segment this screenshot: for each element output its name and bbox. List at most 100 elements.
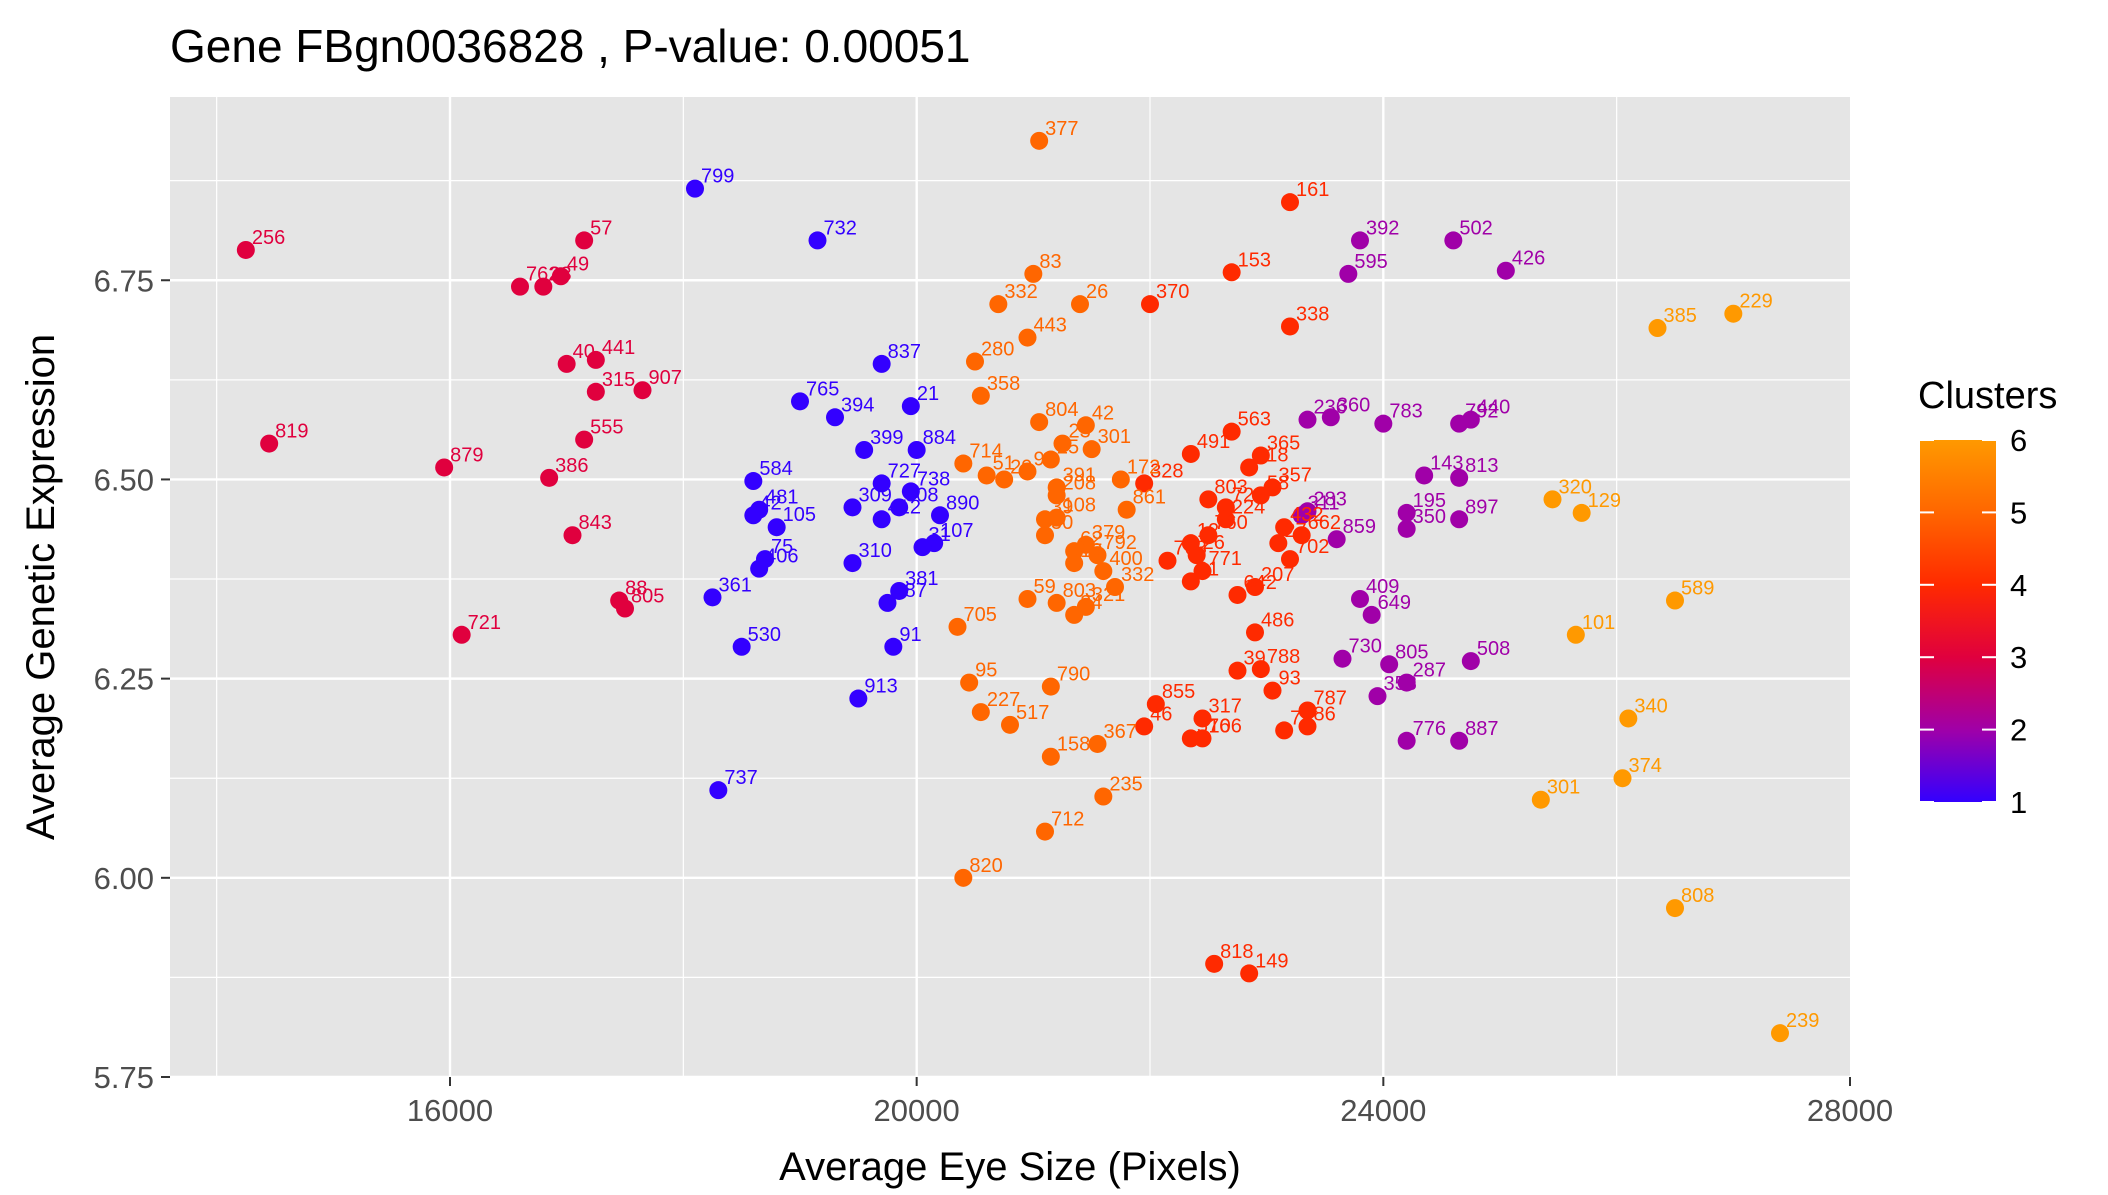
point-label: 738 [917,468,950,490]
data-point [1292,506,1311,525]
data-point [1397,731,1416,750]
point-label: 760 [1214,512,1247,534]
point-label: 406 [765,546,798,568]
legend-colorbar [1920,440,1996,802]
point-label: 718 [1255,444,1288,466]
data-point [1041,677,1060,696]
data-point [1415,466,1434,485]
point-label: 62 [1080,528,1102,550]
point-label: 412 [888,496,921,518]
legend-tick-label: 2 [2010,713,2027,748]
data-point [1041,747,1060,766]
data-point [1240,964,1259,983]
point-label: 426 [1512,248,1545,270]
point-label: 771 [1209,548,1242,570]
point-label: 40 [573,341,595,363]
point-label: 310 [859,540,892,562]
point-label: 803 [1063,580,1096,602]
point-label: 818 [1220,941,1253,963]
point-label: 227 [987,689,1020,711]
data-point [966,352,984,371]
data-point [1036,822,1054,841]
point-label: 361 [719,574,752,596]
legend-tick-label: 3 [2010,640,2027,675]
point-label: 887 [1465,718,1498,740]
x-axis-title: Average Eye Size (Pixels) [779,1145,1241,1189]
data-point [1619,709,1638,728]
data-point [1251,446,1270,465]
point-label: 805 [631,586,664,608]
point-label: 790 [1057,664,1090,686]
point-label: 153 [1238,249,1271,271]
point-label: 12 [1197,520,1219,542]
point-label: 39 [1051,496,1073,518]
data-point [1088,734,1107,753]
data-point [540,468,559,487]
point-label: 172 [1127,456,1160,478]
data-point [878,593,897,612]
point-label: 481 [765,487,798,509]
point-label: 843 [579,512,612,534]
data-point [1648,319,1667,338]
data-point [1666,899,1684,918]
point-label: 332 [1004,281,1037,303]
data-point [1444,231,1463,250]
point-label: 386 [555,455,588,477]
point-label: 762 [526,264,559,286]
data-point [1269,534,1288,553]
point-label: 907 [649,367,682,389]
point-label: 107 [940,520,973,542]
axes: 16000 20000 24000 28000 5.75 6.00 6.25 6.50 6.75 [94,263,1893,1128]
point-label: 23 [549,264,571,286]
point-label: 584 [759,458,792,480]
data-point [1251,486,1270,505]
data-point [1450,510,1469,529]
point-label: 29 [1010,456,1032,478]
point-label: 332 [1121,564,1154,586]
data-point [1030,413,1049,432]
point-label: 730 [1349,636,1382,658]
data-point [872,354,891,373]
point-label: 149 [1255,950,1288,972]
legend-tick-label: 6 [2010,423,2027,458]
data-point [1380,655,1399,674]
data-point [744,506,763,525]
data-point [703,588,722,607]
data-point [1018,462,1037,481]
point-label: 75 [771,536,793,558]
point-label: 399 [870,427,903,449]
data-point [855,440,874,459]
data-point [913,538,932,557]
data-point [1450,731,1469,750]
y-tick-label: 6.75 [94,263,154,298]
data-point [954,868,973,887]
point-label: 21 [917,383,939,405]
point-label: 502 [1459,217,1492,239]
data-point [1613,769,1632,788]
point-label: 21 [1197,558,1219,580]
y-axis-title: Average Genetic Expression [19,334,63,840]
data-point [1339,264,1358,283]
data-point [1047,593,1066,612]
data-point [1543,490,1562,509]
point-label: 25 [1057,437,1079,459]
data-point [1368,687,1387,706]
point-label: 721 [468,612,501,634]
point-label: 106 [1209,715,1242,737]
data-point [744,472,763,491]
data-point [586,350,605,369]
data-point [971,386,990,405]
point-label: 486 [1261,609,1294,631]
data-point [907,440,926,459]
point-label: 23 [1069,421,1091,443]
point-label: 820 [969,855,1002,877]
point-label: 301 [1098,426,1131,448]
data-point [1228,661,1247,680]
data-point [1076,416,1095,435]
legend-tick-label: 1 [2010,785,2027,820]
data-point [1036,510,1054,529]
point-label: 338 [1296,303,1329,325]
point-label: 379 [1092,522,1125,544]
point-label: 129 [1588,490,1621,512]
